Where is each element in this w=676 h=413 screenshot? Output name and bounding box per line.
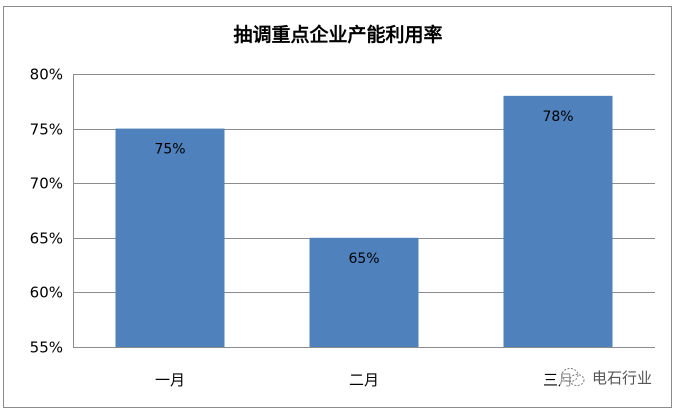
wechat-icon: [561, 368, 585, 386]
watermark-text: 电石行业: [592, 368, 653, 387]
chart-title: 抽调重点企业产能利用率: [233, 24, 443, 46]
watermark: 电石行业: [560, 366, 653, 388]
x-tick-label: 一月: [155, 371, 185, 389]
data-label: 78%: [542, 109, 573, 125]
y-tick-label: 55%: [30, 339, 63, 357]
bar: [503, 95, 613, 347]
bar: [309, 237, 419, 347]
chart-frame: [3, 6, 672, 408]
y-tick-label: 75%: [30, 121, 63, 139]
y-tick-label: 70%: [30, 175, 63, 193]
bar: [115, 128, 225, 347]
x-tick-label: 二月: [349, 371, 379, 389]
y-tick-label: 65%: [30, 230, 63, 248]
data-label: 75%: [154, 142, 185, 158]
y-tick-label: 60%: [30, 284, 63, 302]
data-label: 65%: [348, 251, 379, 267]
y-tick-label: 80%: [30, 66, 63, 84]
